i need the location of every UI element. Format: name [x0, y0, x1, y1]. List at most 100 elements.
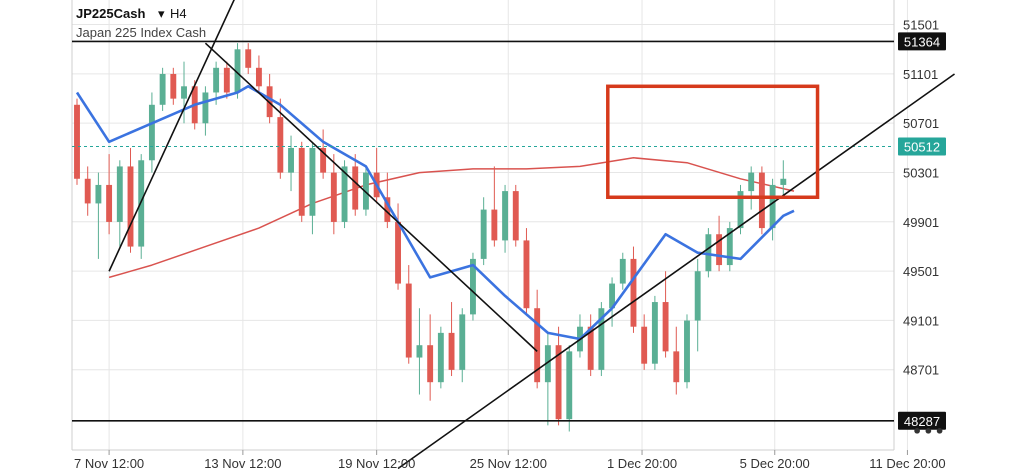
candle	[694, 258, 701, 352]
symbol-dropdown-icon[interactable]: ▾	[158, 6, 165, 21]
trendline[interactable]	[108, 0, 248, 272]
horizontal-levels[interactable]	[72, 40, 894, 422]
candle-body	[106, 184, 113, 222]
candle	[673, 326, 680, 395]
candle	[705, 228, 712, 278]
candle-body	[170, 73, 177, 99]
candle-body	[598, 308, 605, 370]
price-tick-label: 49101	[903, 313, 939, 328]
candle	[758, 166, 765, 235]
candle-body	[641, 326, 648, 364]
range-box[interactable]	[606, 84, 820, 200]
candle-body	[780, 178, 787, 185]
symbol-label[interactable]: JP225Cash	[76, 6, 145, 21]
candle	[726, 221, 733, 272]
price-tick-label: 51101	[903, 67, 938, 82]
candle-body	[405, 283, 412, 358]
candle	[609, 277, 616, 327]
candle	[84, 166, 91, 216]
price-tick-label: 51501	[903, 18, 939, 33]
candle-body	[298, 147, 305, 216]
candle-body	[609, 283, 616, 309]
candle	[181, 61, 187, 124]
candle-body	[95, 184, 102, 204]
candle	[309, 141, 316, 235]
fast-ma-line	[75, 85, 795, 341]
candle	[512, 184, 519, 247]
candle-body	[684, 320, 690, 383]
time-tick-label: 11 Dec 20:00	[869, 456, 945, 471]
candle-body	[127, 166, 134, 247]
price-badge-label: 51364	[904, 34, 940, 49]
candle-body	[480, 209, 487, 259]
candle	[480, 197, 487, 266]
candle	[116, 160, 123, 247]
price-badge-bg	[898, 137, 946, 156]
time-tick-label: 5 Dec 20:00	[740, 456, 810, 471]
candle	[502, 184, 509, 253]
consolidation-box[interactable]	[606, 84, 820, 200]
candle	[288, 135, 294, 192]
price-badge-bg	[898, 411, 946, 430]
time-tick-label: 7 Nov 12:00	[74, 456, 144, 471]
price-tick-label: 48701	[903, 363, 939, 378]
candle	[684, 314, 690, 389]
price-tick-label: 50701	[903, 116, 939, 131]
trendlines[interactable]	[108, 0, 955, 470]
candle	[384, 172, 391, 229]
candle	[352, 154, 359, 216]
candle-body	[544, 345, 551, 383]
candle	[148, 92, 155, 173]
candle	[362, 166, 369, 216]
candle	[395, 203, 401, 290]
candle	[662, 271, 669, 358]
more-options-icon[interactable]: •••	[912, 422, 946, 441]
candle	[298, 141, 305, 222]
candle-body	[309, 147, 316, 216]
candle	[223, 61, 230, 99]
candle	[448, 302, 455, 377]
candle-body	[758, 172, 765, 229]
candle-body	[181, 86, 187, 99]
candle	[470, 252, 476, 321]
candle	[255, 55, 262, 93]
trendline[interactable]	[397, 73, 955, 470]
price-badge: 50512	[898, 137, 946, 156]
fast-moving-average	[75, 85, 795, 341]
candle	[159, 67, 166, 111]
candle-body	[320, 147, 327, 173]
candle-body	[566, 351, 573, 420]
price-badge: 51364	[898, 32, 946, 51]
candle	[245, 43, 252, 74]
candle	[202, 86, 209, 136]
price-tick-label: 50301	[903, 165, 939, 180]
candle-body	[234, 49, 241, 93]
candle	[780, 160, 787, 198]
candle-body	[673, 351, 680, 383]
candle-body	[555, 345, 562, 420]
candle	[437, 326, 444, 389]
candle-body	[74, 104, 80, 179]
candle	[523, 228, 530, 315]
candle	[769, 178, 776, 241]
candle-body	[491, 209, 498, 241]
price-badge-bg	[898, 32, 946, 51]
candle	[416, 308, 423, 395]
candle	[587, 314, 594, 377]
candle-body	[512, 191, 519, 241]
candle	[330, 154, 337, 235]
candle-body	[116, 166, 123, 222]
candle-body	[470, 258, 476, 315]
candle	[491, 166, 498, 247]
candle-body	[534, 308, 541, 383]
candle	[234, 43, 241, 99]
candle-body	[705, 234, 712, 272]
time-tick-label: 25 Nov 12:00	[470, 456, 547, 471]
candle-body	[223, 67, 230, 93]
candle-body	[716, 234, 723, 266]
timeframe-label[interactable]: H4	[170, 6, 187, 21]
candle-body	[523, 240, 530, 309]
candle-body	[748, 172, 755, 192]
trendline[interactable]	[204, 42, 538, 352]
